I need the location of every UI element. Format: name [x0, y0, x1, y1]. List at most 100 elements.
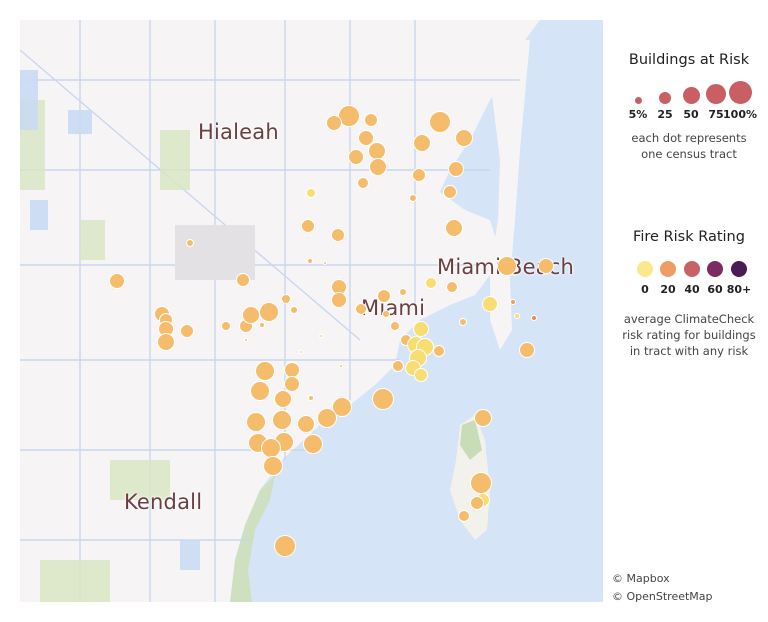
legend-color-title: Fire Risk Rating [633, 229, 745, 245]
color-label: 0 [641, 283, 649, 296]
tract-dot[interactable] [261, 438, 281, 458]
tract-dot[interactable] [259, 302, 279, 322]
tract-dot[interactable] [470, 472, 492, 494]
tract-dot[interactable] [413, 321, 429, 337]
tract-dot[interactable] [331, 292, 347, 308]
tract-dot[interactable] [445, 219, 463, 237]
color-swatch [684, 261, 700, 277]
color-swatch [637, 261, 653, 277]
tract-dot[interactable] [307, 258, 313, 264]
tract-dot[interactable] [377, 289, 391, 303]
tract-dot[interactable] [290, 306, 298, 314]
tract-dot[interactable] [319, 334, 323, 338]
size-scale [610, 80, 768, 108]
tract-dot[interactable] [514, 313, 520, 319]
tract-dot[interactable] [299, 350, 303, 354]
tract-dot[interactable] [455, 129, 473, 147]
legend-size-title: Buildings at Risk [628, 52, 750, 68]
tract-dot[interactable] [274, 535, 296, 557]
tract-dot[interactable] [409, 194, 417, 202]
tract-dot[interactable] [538, 258, 554, 274]
tract-dot[interactable] [157, 333, 175, 351]
tract-dot[interactable] [413, 134, 431, 152]
tract-dot[interactable] [284, 376, 300, 392]
tract-dot[interactable] [339, 364, 343, 368]
tract-dot[interactable] [414, 368, 428, 382]
tract-dot[interactable] [519, 342, 535, 358]
tract-dot[interactable] [109, 273, 125, 289]
tract-dot[interactable] [303, 434, 323, 454]
tract-dot[interactable] [474, 409, 492, 427]
city-label-miami: Miami [361, 296, 426, 320]
tract-dot[interactable] [446, 281, 458, 293]
tract-dot[interactable] [221, 321, 231, 331]
tract-dot[interactable] [510, 299, 516, 305]
tract-dot[interactable] [274, 390, 292, 408]
tract-dot[interactable] [470, 496, 484, 510]
tract-dot[interactable] [358, 130, 374, 146]
size-label: 25 [657, 108, 673, 121]
tract-dot[interactable] [369, 158, 387, 176]
tract-dot[interactable] [459, 318, 467, 326]
tract-dot[interactable] [250, 381, 270, 401]
tract-dot[interactable] [357, 177, 369, 189]
tract-dot[interactable] [308, 395, 314, 401]
tract-dot[interactable] [348, 149, 364, 165]
size-label: 75 [708, 108, 724, 121]
size-swatch [659, 92, 671, 104]
attribution-mapbox[interactable]: © Mapbox [612, 572, 670, 585]
tract-dot[interactable] [301, 219, 315, 233]
tract-dot[interactable] [180, 324, 194, 338]
tract-dot[interactable] [255, 361, 275, 381]
attribution-openstreetmap[interactable]: © OpenStreetMap [612, 590, 713, 603]
size-label: 5% [628, 108, 648, 121]
tract-dot[interactable] [331, 228, 345, 242]
tract-dot[interactable] [281, 294, 291, 304]
basemap [20, 20, 603, 602]
tract-dot[interactable] [186, 239, 194, 247]
tract-dot[interactable] [443, 185, 457, 199]
tract-dot[interactable] [497, 256, 517, 276]
tract-dot[interactable] [246, 412, 266, 432]
size-label: 100% [723, 108, 757, 121]
legend-buildings-at-risk: Buildings at Risk 5% 25 50 75 100% each dot … [610, 52, 768, 162]
tract-dot[interactable] [259, 322, 265, 328]
tract-dot[interactable] [531, 315, 537, 321]
city-label-hialeah: Hialeah [198, 120, 279, 144]
color-scale [610, 259, 768, 283]
tract-dot[interactable] [412, 168, 426, 182]
size-swatch [728, 81, 752, 104]
tract-dot[interactable] [297, 415, 315, 433]
tract-dot[interactable] [482, 296, 498, 312]
legend-color-desc-2: risk rating for buildings [622, 328, 756, 342]
size-label: 50 [683, 108, 699, 121]
tract-dot[interactable] [433, 345, 445, 357]
tract-dot[interactable] [448, 161, 464, 177]
tract-dot[interactable] [306, 188, 316, 198]
tract-dot[interactable] [263, 456, 283, 476]
tract-dot[interactable] [392, 360, 404, 372]
tract-dot[interactable] [458, 510, 470, 522]
tract-dot[interactable] [332, 397, 352, 417]
color-scale-labels: 0 20 40 60 80+ [610, 283, 768, 301]
tract-dot[interactable] [323, 261, 327, 265]
tract-dot[interactable] [390, 321, 400, 331]
tract-dot[interactable] [244, 338, 248, 342]
tract-dot[interactable] [317, 408, 337, 428]
tract-dot[interactable] [272, 410, 292, 430]
tract-dot[interactable] [364, 113, 378, 127]
color-label: 80+ [726, 283, 752, 296]
size-scale-labels: 5% 25 50 75 100% [610, 108, 768, 126]
tract-dot[interactable] [425, 277, 437, 289]
tract-dot[interactable] [429, 111, 451, 133]
tract-dot[interactable] [355, 303, 367, 315]
map-view[interactable]: Hialeah Miami Beach Miami Kendall [20, 20, 603, 602]
tract-dot[interactable] [236, 273, 250, 287]
tract-dot[interactable] [399, 288, 407, 296]
tract-dot[interactable] [326, 115, 342, 131]
tract-dot[interactable] [382, 310, 390, 318]
tract-dot[interactable] [242, 306, 260, 324]
color-swatch [660, 261, 676, 277]
color-swatch [707, 261, 723, 277]
tract-dot[interactable] [372, 388, 394, 410]
